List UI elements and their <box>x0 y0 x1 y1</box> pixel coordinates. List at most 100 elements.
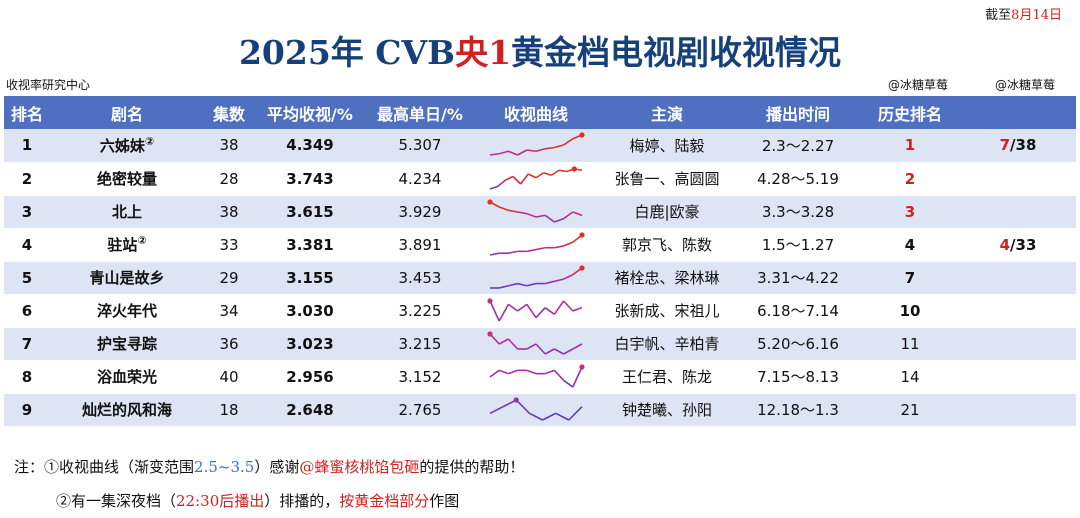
table-row: 3 北上 38 3.615 3.929 白鹿|欧豪 3.3～3.28 3 <box>4 195 1076 229</box>
sparkline-segment <box>535 214 546 218</box>
table-row: 1 六姊妹② 38 4.349 5.307 梅婷、陆毅 2.3～2.27 1 7/38 <box>4 129 1076 163</box>
air-period-cell: 2.3～2.27 <box>736 129 860 163</box>
rank-cell: 1 <box>4 129 50 163</box>
sparkline-segment <box>542 412 557 421</box>
sparkline-segment <box>499 284 509 289</box>
air-period-cell: 5.20～6.16 <box>736 327 860 361</box>
sparkline-segment <box>504 175 514 181</box>
episodes-cell: 38 <box>204 195 254 229</box>
sparkline-segment <box>489 405 504 414</box>
actors-cell: 褚栓忠、梁林琳 <box>598 261 736 295</box>
drama-name-cell: 淬火年代 <box>50 294 204 328</box>
col-header-extra <box>960 96 1076 129</box>
peak-rating-cell: 3.225 <box>366 294 474 328</box>
peak-rating-cell: 3.929 <box>366 195 474 229</box>
col-header-history: 历史排名 <box>860 96 960 129</box>
sparkline-segment <box>555 412 570 421</box>
air-period-cell: 3.3～3.28 <box>736 195 860 229</box>
sparkline-segment <box>563 210 574 219</box>
rating-curve-cell <box>474 129 598 163</box>
peak-rating-cell: 3.453 <box>366 261 474 295</box>
rank-cell: 2 <box>4 162 50 196</box>
sparkline-segment <box>526 342 537 350</box>
peak-rating-cell: 4.234 <box>366 162 474 196</box>
actors-cell: 王仁君、陈龙 <box>598 360 736 394</box>
author-handle-1: @冰糖草莓 <box>888 78 949 92</box>
air-period-cell: 4.28～5.19 <box>736 162 860 196</box>
sparkline-segment <box>507 337 519 350</box>
sparkline-segment <box>554 217 564 223</box>
drama-name-cell: 灿烂的风和海 <box>50 393 204 427</box>
note-2: ②有一集深夜档（22:30后播出）排播的，按黄金档部分作图 <box>56 492 460 510</box>
rank-cell: 5 <box>4 261 50 295</box>
sparkline-segment <box>572 210 583 216</box>
rating-curve-cell <box>474 162 598 196</box>
table-row: 7 护宝寻踪 36 3.023 3.215 白宇帆、辛柏青 5.20～6.16 11 <box>4 327 1076 361</box>
col-header-actors: 主演 <box>598 96 736 129</box>
sparkline-segment <box>489 369 500 378</box>
sparkline-segment <box>563 299 574 312</box>
rating-curve-cell <box>474 360 598 394</box>
history-rank-cell: 2 <box>860 162 960 196</box>
drama-name-cell: 浴血荣光 <box>50 360 204 394</box>
sparkline-peak-point <box>579 363 585 370</box>
rating-curve-cell <box>474 393 598 427</box>
sparkline-segment <box>517 303 528 312</box>
average-rating-cell: 3.615 <box>254 195 366 229</box>
actors-cell: 张新成、宋祖儿 <box>598 294 736 328</box>
episodes-cell: 33 <box>204 228 254 262</box>
sparkline-segment <box>544 214 555 223</box>
rating-sparkline <box>489 132 585 157</box>
rank-cell: 6 <box>4 294 50 328</box>
sparkline-segment <box>535 342 546 355</box>
sparkline-segment <box>498 369 509 374</box>
rank-cell: 9 <box>4 393 50 427</box>
sparkline-segment <box>563 138 574 146</box>
ratings-table: 排名 剧名 集数 平均收视/% 最高单日/% 收视曲线 主演 播出时间 历史排名… <box>4 96 1076 427</box>
sparkline-peak-point <box>579 231 585 238</box>
rank-cell: 3 <box>4 195 50 229</box>
actors-cell: 白宇帆、辛柏青 <box>598 327 736 361</box>
sparkline-segment <box>545 280 555 284</box>
extra-rank-cell <box>960 393 1076 427</box>
average-rating-cell: 3.155 <box>254 261 366 295</box>
sparkline-peak-point <box>487 297 493 304</box>
table-row: 8 浴血荣光 40 2.956 3.152 王仁君、陈龙 7.15～8.13 14 <box>4 360 1076 394</box>
sparkline-segment <box>554 347 564 355</box>
drama-name: 六姊妹 <box>99 136 145 155</box>
sparkline-peak-point <box>579 264 585 271</box>
sparkline-segment <box>544 369 555 374</box>
extra-rank-cell <box>960 360 1076 394</box>
drama-name: 浴血荣光 <box>96 368 157 386</box>
sparkline-segment <box>572 342 583 350</box>
actors-cell: 郭京飞、陈数 <box>598 228 736 262</box>
late-night-mark: ② <box>137 234 147 247</box>
sparkline-segment <box>508 369 518 374</box>
sparkline-segment <box>489 251 500 256</box>
sparkline-segment <box>526 282 537 287</box>
rank-cell: 8 <box>4 360 50 394</box>
extra-rank: 7 <box>999 136 1011 155</box>
rating-curve-cell <box>474 195 598 229</box>
drama-name-cell: 北上 <box>50 195 204 229</box>
air-period-cell: 3.31～4.22 <box>736 261 860 295</box>
drama-name: 青山是故乡 <box>89 269 165 287</box>
sparkline-segment <box>544 306 555 315</box>
sparkline-segment <box>544 347 555 355</box>
rating-sparkline <box>487 198 583 223</box>
sparkline-segment <box>563 347 574 355</box>
peak-rating-cell: 3.891 <box>366 228 474 262</box>
col-header-rank: 排名 <box>4 96 50 129</box>
rating-curve-cell <box>474 327 598 361</box>
history-rank-cell: 14 <box>860 360 960 394</box>
history-rank-cell: 11 <box>860 327 960 361</box>
page-title: 2025年 CVB央1黄金档电视剧收视情况 <box>238 33 842 72</box>
average-rating-cell: 3.030 <box>254 294 366 328</box>
rating-sparkline <box>490 264 585 289</box>
late-night-mark: ② <box>144 134 155 148</box>
col-header-curve: 收视曲线 <box>474 96 598 129</box>
peak-rating-cell: 2.765 <box>366 393 474 427</box>
drama-name: 淬火年代 <box>96 302 157 320</box>
sparkline-segment <box>526 303 537 318</box>
rating-sparkline <box>487 330 583 355</box>
